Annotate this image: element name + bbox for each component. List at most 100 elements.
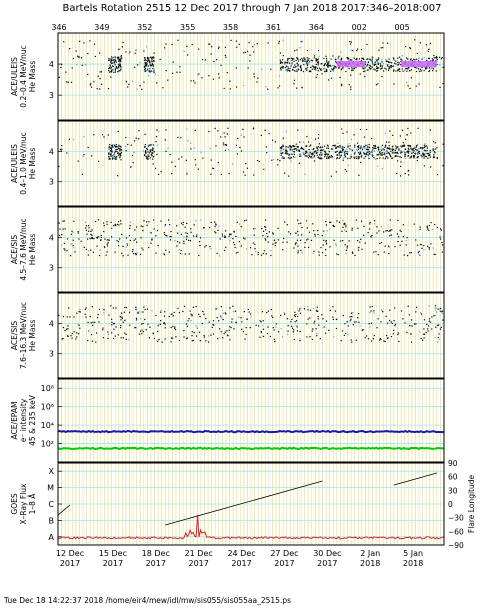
data-point: [420, 70, 422, 72]
data-point: [308, 154, 310, 156]
data-point: [70, 81, 73, 83]
data-point: [413, 146, 416, 149]
data-point: [350, 339, 352, 341]
data-point: [157, 325, 159, 327]
data-point: [384, 146, 386, 148]
data-point: [330, 175, 332, 177]
data-point: [345, 230, 347, 233]
data-point: [394, 155, 396, 157]
data-point: [335, 146, 337, 148]
data-point: [422, 147, 424, 149]
data-point: [420, 337, 422, 340]
data-point: [81, 64, 83, 66]
panel-frame: [57, 206, 445, 293]
data-point: [364, 75, 366, 78]
data-point: [372, 147, 374, 149]
data-point: [327, 144, 329, 146]
data-point: [93, 134, 95, 136]
data-point: [243, 220, 246, 222]
data-point: [364, 63, 366, 65]
data-point: [364, 61, 367, 63]
data-point: [125, 51, 127, 53]
data-point: [407, 85, 409, 87]
data-point: [409, 325, 411, 327]
panel-frame: [57, 462, 445, 546]
data-point: [114, 69, 117, 71]
data-point: [186, 45, 188, 47]
data-point: [310, 239, 313, 241]
data-point: [389, 154, 391, 156]
data-point: [368, 151, 370, 153]
data-point: [163, 253, 165, 255]
data-point: [436, 60, 438, 63]
data-point: [190, 320, 192, 322]
y-tick-label: C: [48, 500, 54, 509]
data-point: [350, 156, 353, 158]
data-point: [151, 310, 153, 312]
data-point: [119, 60, 121, 62]
data-point: [299, 239, 302, 242]
data-point: [106, 251, 108, 253]
y-tick-label: 4: [49, 60, 54, 69]
data-point: [88, 227, 90, 229]
data-point: [169, 239, 172, 241]
y-tick-label: 4: [49, 147, 54, 156]
data-point: [431, 70, 434, 72]
data-point: [124, 306, 126, 309]
data-point: [392, 333, 394, 335]
data-point: [98, 88, 101, 90]
data-point: [309, 336, 311, 338]
data-point: [109, 149, 111, 152]
data-point: [187, 140, 189, 142]
data-point: [423, 69, 425, 72]
data-point: [314, 150, 316, 153]
data-point: [64, 228, 66, 230]
data-point: [313, 160, 316, 162]
panel-frame: [57, 378, 445, 463]
data-point: [139, 253, 142, 255]
data-point: [413, 156, 415, 158]
data-point: [103, 246, 106, 248]
data-point: [274, 141, 276, 143]
data-point: [60, 150, 63, 152]
data-point: [293, 314, 296, 316]
data-point: [110, 60, 112, 62]
data-point: [229, 339, 231, 341]
data-point: [271, 315, 273, 317]
data-point: [306, 62, 308, 64]
data-point: [316, 60, 318, 62]
data-point: [197, 168, 199, 170]
data-point: [235, 40, 238, 42]
data-point: [311, 154, 314, 156]
data-point: [345, 70, 347, 73]
data-point: [320, 68, 322, 70]
data-point: [317, 318, 319, 320]
data-point: [66, 152, 68, 154]
data-point: [145, 150, 147, 152]
data-point: [317, 70, 320, 72]
data-point: [386, 230, 388, 232]
data-point: [150, 144, 152, 146]
data-point: [135, 226, 138, 228]
data-point: [306, 323, 308, 325]
data-point: [416, 67, 418, 69]
data-point: [325, 220, 327, 223]
data-point: [147, 151, 149, 153]
data-point: [170, 326, 172, 329]
data-point: [306, 57, 308, 59]
data-point: [202, 157, 204, 159]
data-point: [407, 170, 409, 172]
data-point: [62, 337, 64, 340]
data-point: [158, 338, 160, 341]
data-point: [118, 56, 120, 58]
data-point: [296, 69, 298, 71]
data-point: [195, 305, 197, 308]
data-point: [404, 154, 406, 156]
data-point: [72, 239, 74, 241]
data-point: [420, 312, 422, 314]
data-point: [333, 68, 335, 70]
data-point: [330, 77, 333, 79]
data-point: [334, 66, 337, 68]
data-point: [325, 68, 328, 70]
data-point: [400, 145, 402, 147]
